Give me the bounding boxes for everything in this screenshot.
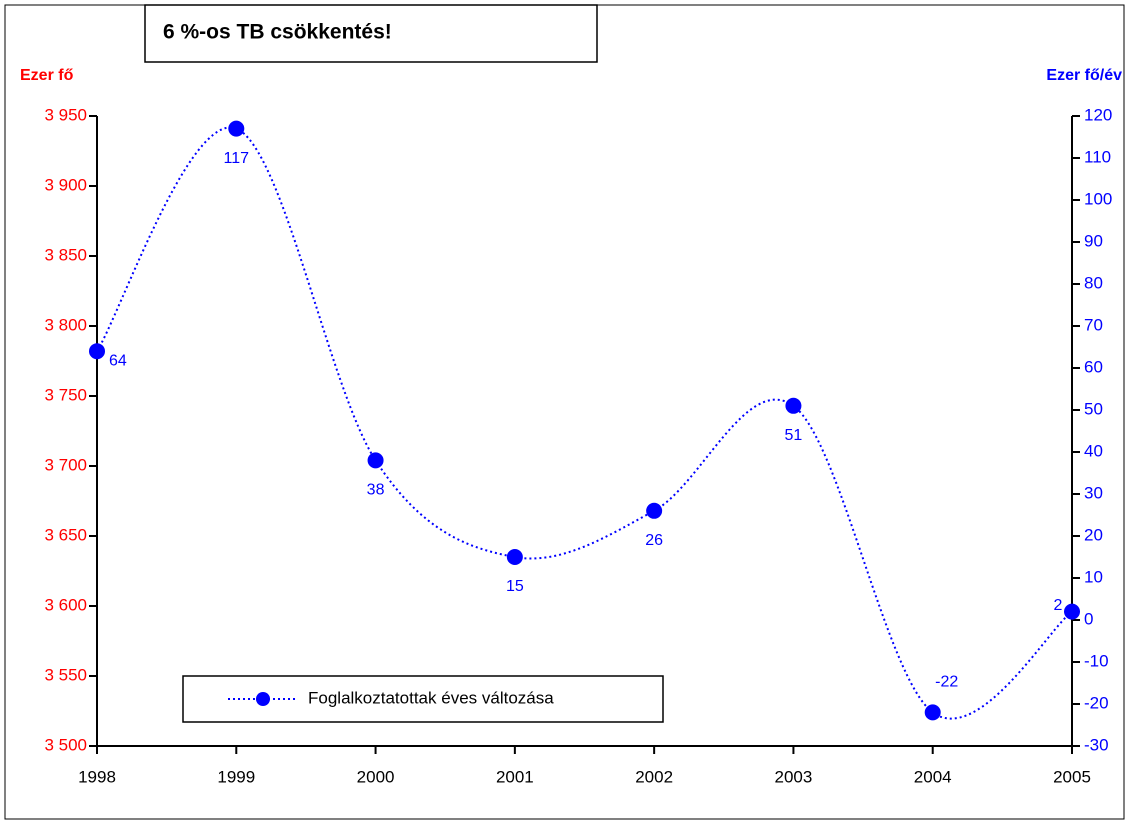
y-tick-label: 3 650 — [44, 525, 87, 544]
data-label: 15 — [506, 578, 524, 595]
y2-tick-label: 90 — [1084, 231, 1103, 250]
legend-label: Foglalkoztatottak éves változása — [308, 688, 554, 707]
data-point — [506, 549, 523, 565]
y2-axis-label: Ezer fő/év — [1046, 67, 1122, 84]
x-tick-label: 2005 — [1053, 767, 1091, 786]
x-tick-label: 2004 — [914, 767, 952, 786]
data-label: 38 — [367, 482, 385, 499]
y2-tick-label: 110 — [1084, 147, 1111, 166]
y2-tick-label: 0 — [1084, 609, 1093, 628]
y2-tick-label: 120 — [1084, 105, 1112, 124]
data-point — [89, 343, 105, 360]
x-tick-label: 2002 — [635, 767, 673, 786]
annotation-box — [144, 4, 598, 63]
data-point — [367, 452, 384, 469]
data-label: 117 — [224, 150, 250, 167]
y2-tick-label: 70 — [1084, 315, 1103, 334]
annotation: 6 %-os TB csökkentés! — [163, 21, 392, 44]
data-label: 51 — [785, 427, 803, 444]
y-tick-label: 3 850 — [44, 245, 87, 264]
y-tick-label: 3 900 — [44, 175, 87, 194]
y2-tick-label: 40 — [1084, 441, 1103, 460]
data-point — [228, 120, 245, 137]
y-tick-label: 3 750 — [44, 385, 87, 404]
x-tick-label: 2003 — [775, 767, 813, 786]
legend-marker — [256, 692, 270, 706]
data-point — [646, 502, 663, 519]
data-point — [785, 397, 802, 414]
y-tick-label: 3 700 — [44, 455, 87, 474]
y2-tick-label: 60 — [1084, 357, 1103, 376]
y-tick-label: 3 950 — [44, 105, 87, 124]
y2-tick-label: 50 — [1084, 399, 1103, 418]
x-tick-label: 2000 — [357, 767, 395, 786]
y-tick-label: 3 500 — [44, 735, 87, 754]
y2-tick-label: 30 — [1084, 483, 1103, 502]
y2-tick-label: -20 — [1084, 693, 1109, 712]
x-tick-label: 2001 — [496, 767, 534, 786]
data-label: 64 — [109, 352, 127, 369]
x-tick-label: 1998 — [78, 767, 116, 786]
x-tick-label: 1999 — [217, 767, 255, 786]
y2-tick-label: 100 — [1084, 189, 1112, 208]
y-axis-label: Ezer fő — [20, 67, 74, 84]
y2-tick-label: 10 — [1084, 567, 1103, 586]
data-point — [1064, 603, 1080, 620]
y2-tick-label: -30 — [1084, 735, 1109, 754]
y2-tick-label: -10 — [1084, 651, 1109, 670]
data-label: 26 — [645, 532, 663, 549]
y-tick-label: 3 600 — [44, 595, 87, 614]
y2-tick-label: 80 — [1084, 273, 1103, 292]
data-point — [924, 704, 941, 721]
y2-tick-label: 20 — [1084, 525, 1103, 544]
y-tick-label: 3 550 — [44, 665, 87, 684]
data-label: 2 — [1054, 597, 1063, 614]
y-tick-label: 3 800 — [44, 315, 87, 334]
data-label: -22 — [935, 674, 958, 691]
